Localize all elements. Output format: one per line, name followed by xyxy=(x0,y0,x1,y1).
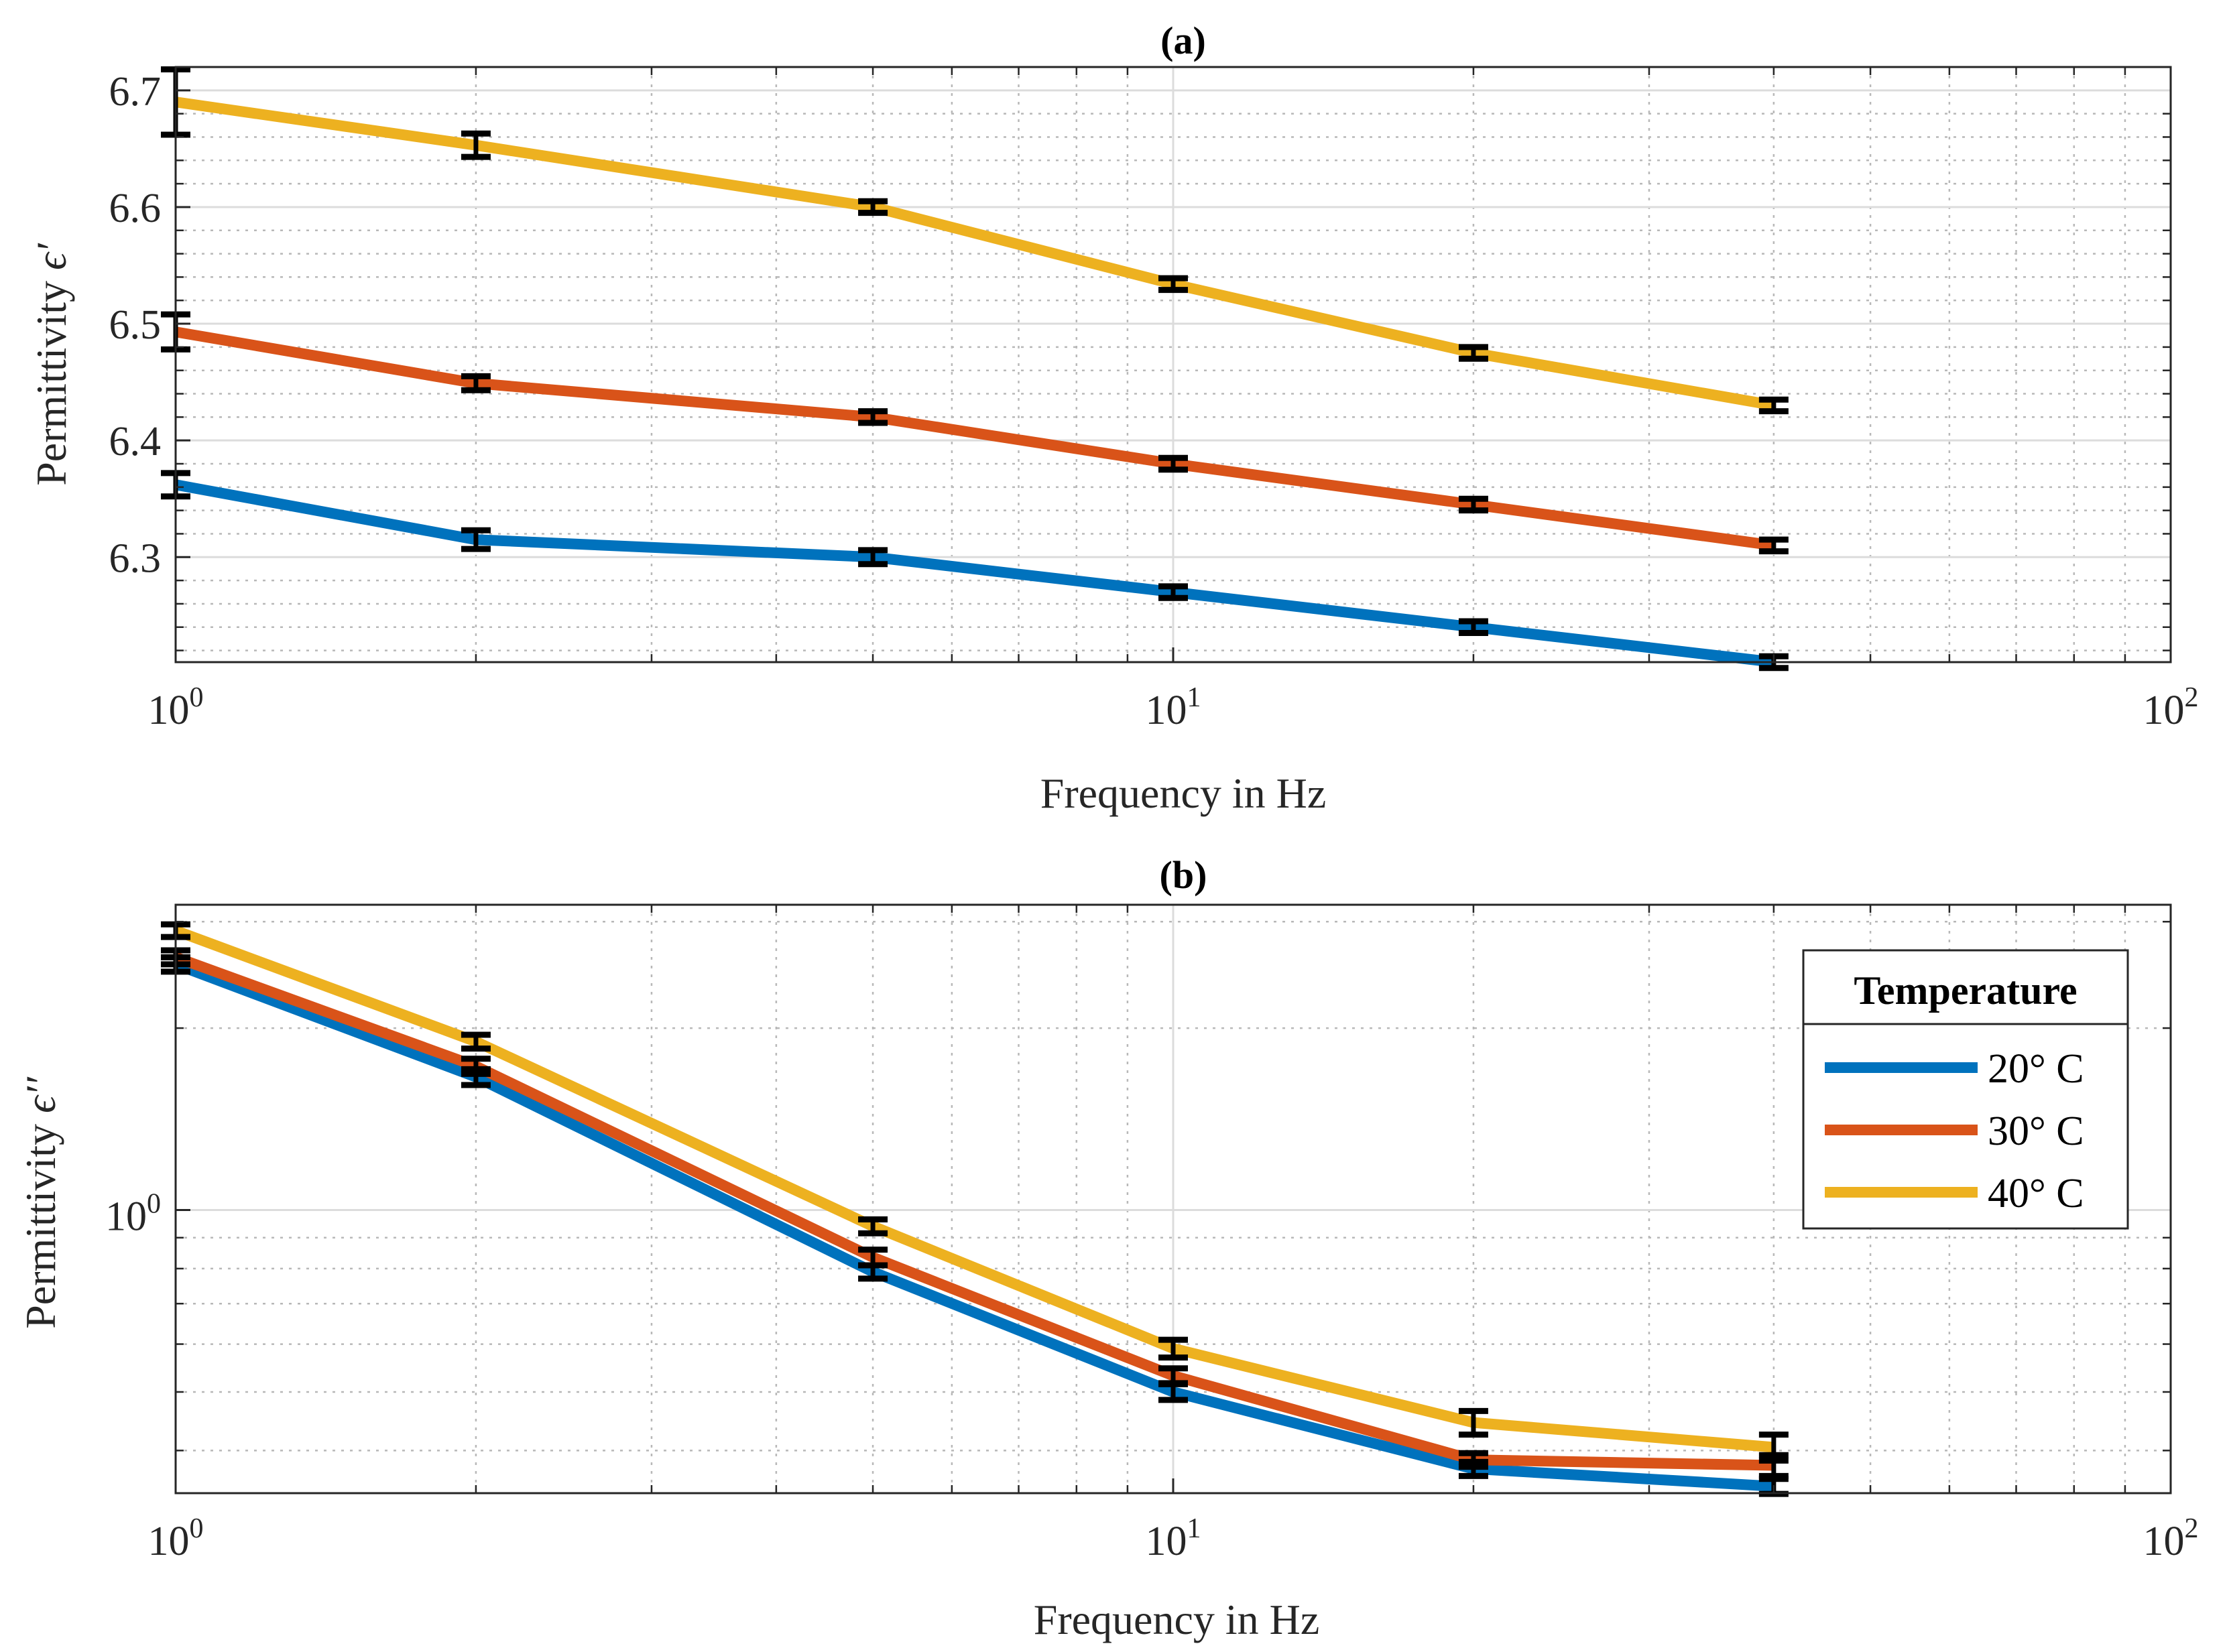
panel-b-x-axis-label: Frequency in Hz xyxy=(1034,1596,1320,1643)
x-tick-label-base: 10 xyxy=(2143,688,2185,733)
legend-label: 30° C xyxy=(1988,1108,2084,1154)
panel-b-x-ticks: 100 101 102 xyxy=(148,905,2199,1564)
panel-b-title: (b) xyxy=(1160,853,1207,897)
series-line-40C xyxy=(174,97,1775,411)
panel-a-y-axis-label-symbol: ϵ′ xyxy=(27,243,75,270)
error-bar xyxy=(1758,536,1789,555)
series-line-20C xyxy=(174,959,1774,1492)
panel-a-title: (a) xyxy=(1160,19,1206,62)
panel-a-y-axis-label-text: Permittivity xyxy=(27,270,75,486)
panel-a-series xyxy=(174,97,1775,668)
y-tick-label: 6.4 xyxy=(109,419,162,464)
panel-b-y-axis-label: Permittivity ϵ′′ xyxy=(17,1076,64,1329)
error-bar xyxy=(1158,1336,1188,1361)
x-tick-label: 102 xyxy=(2143,682,2199,733)
error-bar xyxy=(461,373,491,393)
x-tick-label: 102 xyxy=(2143,1513,2199,1564)
error-bar xyxy=(1458,495,1488,514)
error-bar xyxy=(1158,275,1188,294)
y-tick-label-base: 10 xyxy=(105,1194,147,1240)
error-bar xyxy=(1458,344,1488,362)
panel-b-y-ticks: 100 xyxy=(105,921,2171,1452)
error-bar xyxy=(461,1056,491,1077)
series-line-30C xyxy=(174,952,1774,1471)
error-bar xyxy=(1158,454,1188,473)
legend-entries: 20° C 30° C 40° C xyxy=(1825,1046,2084,1216)
legend-label: 20° C xyxy=(1988,1046,2084,1092)
error-bar xyxy=(1758,396,1789,415)
x-tick-label-base: 10 xyxy=(148,1519,190,1564)
error-bar xyxy=(1758,1432,1789,1464)
x-tick-label-exponent: 1 xyxy=(1187,1513,1201,1544)
x-tick-label-base: 10 xyxy=(1146,1519,1187,1564)
error-bar xyxy=(858,408,888,426)
panel-a-y-ticks: 6.3 6.4 6.5 6.6 6.7 xyxy=(109,66,2171,651)
x-tick-label-exponent: 2 xyxy=(2185,1513,2199,1544)
legend-entry: 20° C xyxy=(1825,1046,2084,1092)
error-bar xyxy=(858,1216,888,1236)
x-tick-label-exponent: 2 xyxy=(2185,682,2199,713)
panel-b: (b) 100 101 102 100 Frequency in Hz Permit… xyxy=(17,853,2199,1643)
x-tick-label-base: 10 xyxy=(148,688,190,733)
error-bar xyxy=(858,1247,888,1269)
error-bar xyxy=(461,130,491,160)
y-tick-label: 6.5 xyxy=(109,302,162,348)
error-bar xyxy=(1458,1407,1488,1438)
series-line-20C xyxy=(174,479,1774,668)
x-tick-label-base: 10 xyxy=(2143,1519,2185,1564)
series-line-40C xyxy=(174,926,1774,1453)
x-tick-label-exponent: 0 xyxy=(190,682,204,713)
error-bar xyxy=(1158,583,1188,601)
x-tick-label: 100 xyxy=(148,1513,204,1564)
legend-box xyxy=(1802,949,2129,1230)
panel-b-series xyxy=(174,926,1774,1492)
panel-b-y-axis-label-symbol: ϵ′′ xyxy=(17,1076,64,1113)
panel-a: (a) 100 101 102 6.36.46.56.66.7 Frequency … xyxy=(27,19,2199,817)
legend: Temperature 20° C 30° C 40° C xyxy=(1802,949,2129,1230)
panel-a-y-axis-label: Permittivity ϵ′ xyxy=(27,243,75,486)
error-bar xyxy=(1458,1450,1488,1470)
y-tick-label: 6.6 xyxy=(109,186,162,231)
x-tick-label: 100 xyxy=(148,682,204,733)
y-tick-label: 6.7 xyxy=(109,69,162,115)
x-tick-label-exponent: 1 xyxy=(1187,682,1201,713)
legend-entry: 30° C xyxy=(1825,1108,2084,1154)
x-tick-label: 101 xyxy=(1146,682,1201,733)
panel-b-y-axis-label-text: Permittivity xyxy=(17,1113,64,1329)
panel-a-x-ticks: 100 101 102 xyxy=(148,67,2199,733)
error-bar xyxy=(1458,618,1488,636)
error-bar xyxy=(1158,1365,1188,1387)
error-bar xyxy=(858,547,888,568)
error-bar xyxy=(461,1031,491,1052)
legend-entry: 40° C xyxy=(1825,1171,2084,1216)
panel-a-x-axis-label: Frequency in Hz xyxy=(1040,769,1327,817)
y-tick-label: 6.3 xyxy=(109,535,162,581)
series-line-30C xyxy=(174,326,1774,551)
error-bar xyxy=(461,527,491,552)
legend-label: 40° C xyxy=(1988,1171,2084,1216)
x-tick-label-base: 10 xyxy=(1146,688,1187,733)
x-tick-label: 101 xyxy=(1146,1513,1201,1564)
y-tick-label-exponent: 0 xyxy=(147,1189,161,1220)
error-bar xyxy=(858,198,888,216)
y-tick-label: 100 xyxy=(105,1189,161,1240)
x-tick-label-exponent: 0 xyxy=(190,1513,204,1544)
legend-title: Temperature xyxy=(1854,968,2077,1013)
